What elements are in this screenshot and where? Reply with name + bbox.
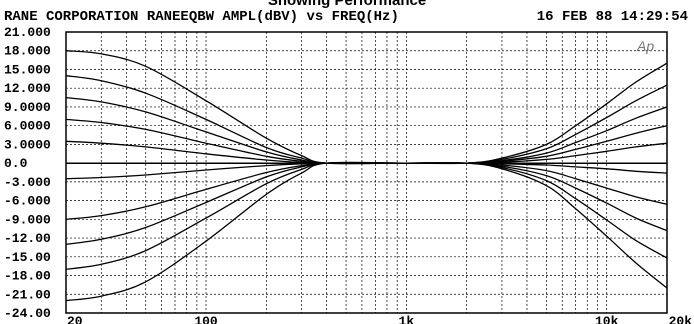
y-tick-label: -9.000 (4, 212, 51, 227)
series-line-16 (66, 162, 668, 174)
series-line-10 (65, 161, 667, 302)
y-tick-label: -6.000 (4, 194, 51, 209)
y-tick-label: -3.000 (4, 175, 51, 190)
y-tick-label: 12.000 (4, 81, 51, 96)
plot-frame (65, 31, 668, 314)
y-tick-label: 6.0000 (4, 119, 51, 134)
y-tick-label: -15.00 (4, 250, 51, 265)
series-lines (65, 50, 668, 302)
y-tick-label: 9.0000 (4, 100, 51, 115)
y-tick-label: 21.000 (4, 25, 51, 40)
y-tick-label: -18.00 (4, 269, 51, 284)
y-tick-label: 15.000 (4, 62, 51, 77)
series-line-20 (66, 162, 668, 289)
ap-watermark: Ap (636, 38, 654, 54)
series-line-18 (66, 162, 668, 232)
y-tick-label: -12.00 (4, 231, 51, 246)
grid-lines (66, 32, 667, 313)
x-tick-label: 1k (399, 314, 415, 324)
figure-caption: Showing Performance (267, 0, 427, 9)
chart-timestamp: 16 FEB 88 14:29:54 (536, 9, 688, 25)
x-tick-label: 20k (669, 314, 693, 324)
y-tick-label: 18.000 (4, 44, 51, 59)
y-tick-label: -24.00 (4, 306, 51, 321)
x-tick-label: 20 (67, 314, 83, 324)
y-tick-label: 3.0000 (4, 137, 51, 152)
x-axis-tick-labels: 20 100 1k 10k 20k (67, 314, 692, 324)
chart-header: RANE CORPORATION RANEEQBW AMPL(dBV) vs F… (4, 9, 690, 27)
x-tick-label: 10k (595, 314, 619, 324)
series-line-7 (65, 162, 667, 220)
y-axis-tick-labels: 21.000 18.000 15.000 12.000 9.0000 6.0000 3.00… (4, 25, 51, 321)
y-tick-label: -21.00 (4, 287, 51, 302)
x-tick-label: 100 (194, 314, 218, 324)
chart-title: RANE CORPORATION RANEEQBW AMPL(dBV) vs F… (4, 9, 399, 25)
series-line-15 (66, 142, 668, 164)
series-line-17 (66, 162, 668, 205)
series-line-6 (65, 162, 667, 180)
series-line-2 (65, 75, 667, 165)
y-tick-label: 0.0 (4, 156, 28, 171)
series-line-3 (65, 96, 667, 165)
